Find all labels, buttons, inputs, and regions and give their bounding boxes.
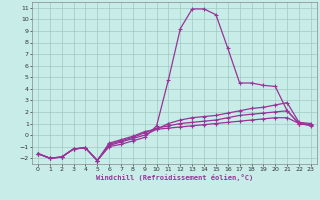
X-axis label: Windchill (Refroidissement éolien,°C): Windchill (Refroidissement éolien,°C)	[96, 174, 253, 181]
